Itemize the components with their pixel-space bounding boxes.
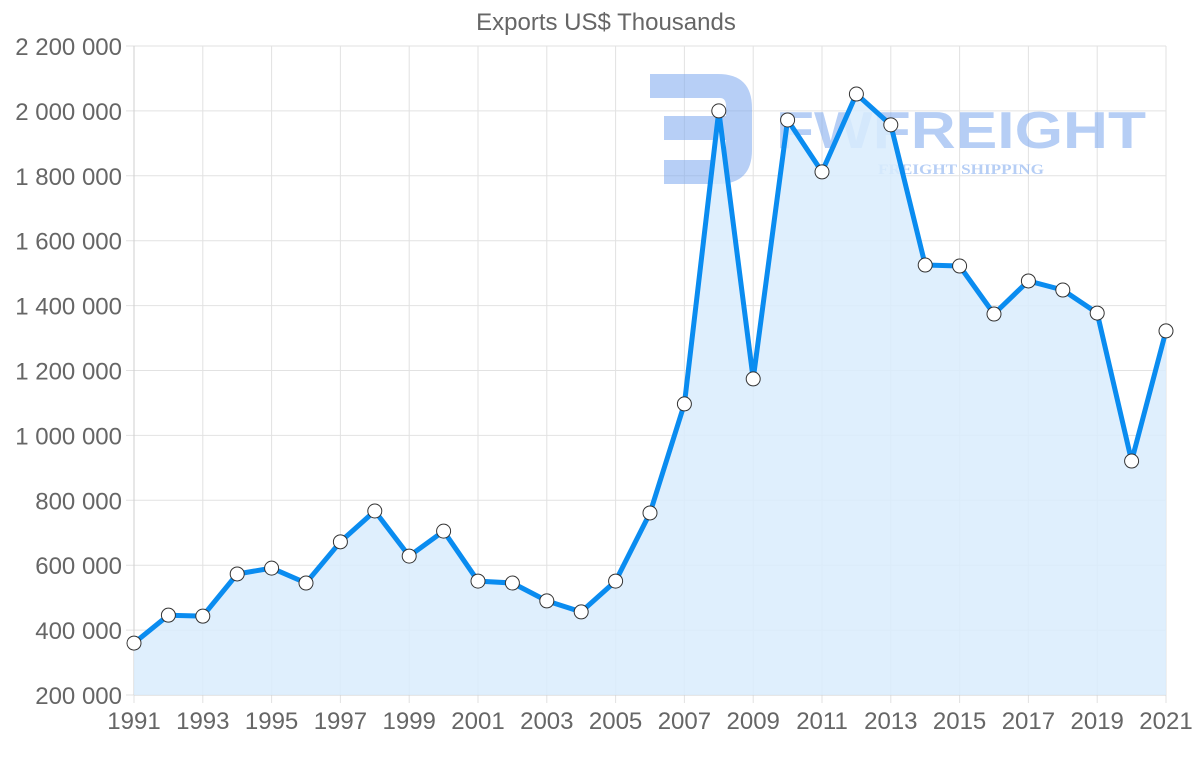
data-point[interactable] bbox=[436, 523, 452, 539]
y-tick-label: 1 000 000 bbox=[15, 423, 122, 450]
data-point[interactable] bbox=[229, 566, 245, 582]
y-axis-labels: 200 000 400 000 600 000 800 000 1 000 000 1 2… bbox=[15, 34, 122, 710]
data-point[interactable] bbox=[470, 573, 486, 589]
data-point[interactable] bbox=[332, 534, 348, 550]
data-point[interactable] bbox=[883, 117, 899, 133]
data-point[interactable] bbox=[126, 635, 142, 651]
data-point[interactable] bbox=[1124, 453, 1140, 469]
data-point[interactable] bbox=[367, 503, 383, 519]
data-point[interactable] bbox=[676, 396, 692, 412]
data-point[interactable] bbox=[711, 103, 727, 119]
data-point[interactable] bbox=[917, 257, 933, 273]
data-point[interactable] bbox=[1020, 273, 1036, 289]
y-tick-label: 200 000 bbox=[35, 683, 122, 710]
data-point[interactable] bbox=[848, 86, 864, 102]
data-point[interactable] bbox=[264, 560, 280, 576]
data-point[interactable] bbox=[780, 112, 796, 128]
data-point[interactable] bbox=[298, 575, 314, 591]
x-tick-label: 1995 bbox=[245, 708, 298, 735]
y-tick-label: 2 000 000 bbox=[15, 99, 122, 126]
x-tick-label: 2001 bbox=[451, 708, 504, 735]
x-tick-label: 2009 bbox=[727, 708, 780, 735]
area-fill bbox=[134, 94, 1166, 695]
data-points bbox=[126, 86, 1174, 651]
y-tick-label: 1 200 000 bbox=[15, 359, 122, 386]
data-point[interactable] bbox=[195, 608, 211, 624]
x-tick-label: 1999 bbox=[383, 708, 436, 735]
y-tick-label: 1 800 000 bbox=[15, 164, 122, 191]
data-point[interactable] bbox=[745, 371, 761, 387]
watermark-tagline: FREIGHT SHIPPING bbox=[878, 162, 1044, 178]
y-tick-label: 600 000 bbox=[35, 553, 122, 580]
x-tick-label: 2019 bbox=[1071, 708, 1124, 735]
data-point[interactable] bbox=[401, 548, 417, 564]
x-tick-label: 2015 bbox=[933, 708, 986, 735]
x-tick-label: 1991 bbox=[107, 708, 160, 735]
data-point[interactable] bbox=[608, 573, 624, 589]
data-point[interactable] bbox=[952, 258, 968, 274]
x-axis-labels: 1991 1993 1995 1997 1999 2001 2003 2005 2007 2009… bbox=[107, 708, 1192, 735]
y-tick-label: 800 000 bbox=[35, 488, 122, 515]
y-tick-label: 2 200 000 bbox=[15, 34, 122, 61]
data-point[interactable] bbox=[642, 505, 658, 521]
data-point[interactable] bbox=[986, 306, 1002, 322]
x-tick-label: 1997 bbox=[314, 708, 367, 735]
x-tick-label: 2021 bbox=[1139, 708, 1192, 735]
x-tick-label: 2007 bbox=[658, 708, 711, 735]
data-point[interactable] bbox=[539, 593, 555, 609]
data-point[interactable] bbox=[1055, 282, 1071, 298]
data-point[interactable] bbox=[504, 575, 520, 591]
x-tick-label: 2011 bbox=[796, 708, 848, 735]
x-tick-label: 2005 bbox=[589, 708, 642, 735]
chart-title: Exports US$ Thousands bbox=[476, 9, 736, 36]
y-tick-label: 400 000 bbox=[35, 618, 122, 645]
y-tick-label: 1 600 000 bbox=[15, 229, 122, 256]
data-point[interactable] bbox=[814, 164, 830, 180]
x-tick-label: 2003 bbox=[520, 708, 573, 735]
x-tick-label: 1993 bbox=[176, 708, 229, 735]
brand-logo-icon bbox=[650, 74, 752, 184]
data-point[interactable] bbox=[1158, 323, 1174, 339]
y-tick-label: 1 400 000 bbox=[15, 294, 122, 321]
x-tick-label: 2013 bbox=[864, 708, 917, 735]
data-point[interactable] bbox=[1089, 305, 1105, 321]
data-point[interactable] bbox=[160, 607, 176, 623]
data-point[interactable] bbox=[573, 604, 589, 620]
x-tick-label: 2017 bbox=[1002, 708, 1055, 735]
